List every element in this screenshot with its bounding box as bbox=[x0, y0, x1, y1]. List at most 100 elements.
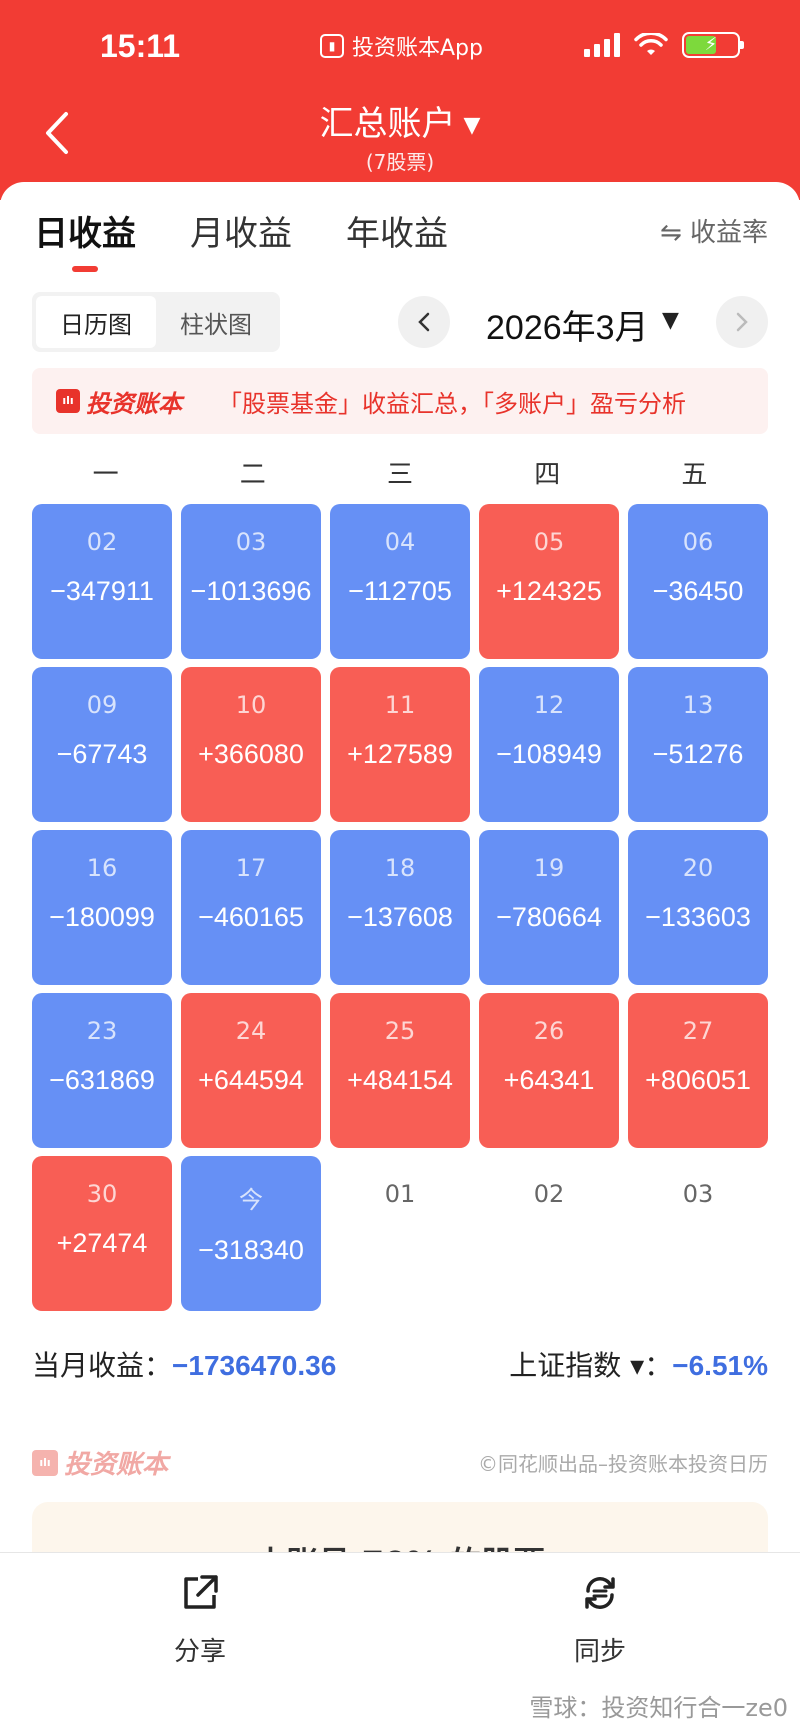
calendar-day-empty: 01 bbox=[330, 1156, 470, 1311]
day-date: 27 bbox=[682, 1017, 714, 1045]
day-profit-value: −108949 bbox=[496, 739, 602, 769]
day-date: 04 bbox=[384, 528, 416, 556]
day-date: 26 bbox=[533, 1017, 565, 1045]
app-header: 15:11 ▮ 投资账本App ⚡ 汇总账户 ▼ (7股票) bbox=[0, 0, 800, 200]
sync-icon bbox=[585, 1577, 615, 1609]
calendar-day-cell[interactable]: 02 −347911 bbox=[32, 504, 172, 659]
wifi-icon bbox=[634, 33, 668, 55]
calendar-day-cell[interactable]: 17 −460165 bbox=[181, 830, 321, 985]
day-profit-value: +366080 bbox=[198, 739, 304, 769]
day-profit-value: +27474 bbox=[56, 1228, 148, 1258]
month-profit-value: −1736470.36 bbox=[172, 1350, 337, 1381]
account-subtitle: (7股票) bbox=[365, 150, 435, 174]
calendar-day-cell[interactable]: 03 −1013696 bbox=[181, 504, 321, 659]
month-label[interactable]: 2026年3月 bbox=[486, 309, 649, 347]
calendar-day-cell[interactable]: 04 −112705 bbox=[330, 504, 470, 659]
calendar-day-cell[interactable]: 今 −318340 bbox=[181, 1156, 321, 1311]
status-app-indicator: ▮ 投资账本App bbox=[320, 30, 483, 62]
caret-down-icon[interactable]: ▼ bbox=[662, 308, 679, 333]
battery-icon: ⚡ bbox=[682, 32, 744, 58]
index-selector[interactable]: 上证指数 ▾： bbox=[509, 1349, 673, 1382]
status-time: 15:11 bbox=[100, 28, 181, 64]
calendar-day-cell[interactable]: 26 +64341 bbox=[479, 993, 619, 1148]
sync-label: 同步 bbox=[573, 1637, 626, 1667]
weekday-label: 四 bbox=[534, 460, 561, 490]
tab-monthly[interactable]: 月收益 bbox=[190, 214, 292, 254]
chevron-right-icon bbox=[736, 312, 748, 332]
day-profit-value: +64341 bbox=[503, 1065, 595, 1095]
day-date: 今 bbox=[239, 1186, 263, 1214]
day-date: 23 bbox=[86, 1017, 118, 1045]
calendar-day-cell[interactable]: 10 +366080 bbox=[181, 667, 321, 822]
account-selector[interactable]: 汇总账户 ▼ bbox=[0, 96, 800, 145]
promo-banner[interactable]: ılı 投资账本 「股票基金」收益汇总，「多账户」盈亏分析 bbox=[32, 368, 768, 434]
share-label: 分享 bbox=[173, 1637, 226, 1667]
month-summary: 当月收益：−1736470.36 上证指数 ▾：−6.51% bbox=[32, 1344, 768, 1384]
calendar-day-cell[interactable]: 13 −51276 bbox=[628, 667, 768, 822]
share-icon bbox=[184, 1575, 218, 1609]
signal-icon bbox=[584, 33, 620, 57]
calendar-day-cell[interactable]: 09 −67743 bbox=[32, 667, 172, 822]
day-profit-value: −133603 bbox=[645, 902, 751, 932]
day-profit-value: −460165 bbox=[198, 902, 304, 932]
footer-brand-text: 投资账本 bbox=[64, 1450, 169, 1480]
day-date: 20 bbox=[682, 854, 714, 882]
weekday-label: 三 bbox=[387, 460, 414, 490]
footer-credit: ©同花顺出品–投资账本投资日历 bbox=[478, 1452, 768, 1476]
day-date: 12 bbox=[533, 691, 565, 719]
day-profit-value: +124325 bbox=[496, 576, 602, 606]
rate-toggle-button[interactable]: ⇋ 收益率 bbox=[659, 218, 768, 248]
day-date: 17 bbox=[235, 854, 267, 882]
main-card: 日收益 月收益 年收益 ⇋ 收益率 日历图 柱状图 2026年3月 ▼ ılı … bbox=[0, 182, 800, 1562]
calendar-day-cell[interactable]: 27 +806051 bbox=[628, 993, 768, 1148]
day-date: 18 bbox=[384, 854, 416, 882]
prev-month-button[interactable] bbox=[398, 296, 450, 348]
day-profit-value: +127589 bbox=[347, 739, 453, 769]
view-bar-option[interactable]: 柱状图 bbox=[180, 310, 252, 339]
day-profit-value: −137608 bbox=[347, 902, 453, 932]
calendar-day-cell[interactable]: 11 +127589 bbox=[330, 667, 470, 822]
day-profit-value: +484154 bbox=[347, 1065, 453, 1095]
month-profit-label: 当月收益： bbox=[32, 1349, 173, 1382]
calendar-day-cell[interactable]: 30 +27474 bbox=[32, 1156, 172, 1311]
status-app-name: 投资账本App bbox=[352, 36, 483, 61]
day-date: 16 bbox=[86, 854, 118, 882]
day-date: 19 bbox=[533, 854, 565, 882]
view-calendar-option[interactable]: 日历图 bbox=[36, 296, 156, 348]
back-button[interactable] bbox=[38, 108, 78, 158]
calendar-day-cell[interactable]: 19 −780664 bbox=[479, 830, 619, 985]
calendar-day-cell[interactable]: 25 +484154 bbox=[330, 993, 470, 1148]
calendar-day-cell[interactable]: 24 +644594 bbox=[181, 993, 321, 1148]
index-change-value: −6.51% bbox=[672, 1350, 768, 1381]
watermark: 雪球：投资知行合一ze0 bbox=[529, 1694, 788, 1722]
calendar-day-cell[interactable]: 20 −133603 bbox=[628, 830, 768, 985]
day-date: 09 bbox=[86, 691, 118, 719]
day-date: 05 bbox=[533, 528, 565, 556]
sync-button[interactable]: 同步 bbox=[520, 1573, 680, 1668]
day-date: 03 bbox=[235, 528, 267, 556]
app-logo-icon: ▮ bbox=[320, 34, 344, 58]
calendar-day-cell[interactable]: 16 −180099 bbox=[32, 830, 172, 985]
day-date: 02 bbox=[86, 528, 118, 556]
calendar-day-empty: 03 bbox=[628, 1156, 768, 1311]
brand-logo-icon: ılı bbox=[32, 1449, 58, 1476]
day-date: 03 bbox=[682, 1180, 714, 1208]
day-profit-value: −631869 bbox=[49, 1065, 155, 1095]
day-profit-value: −67743 bbox=[56, 739, 148, 769]
calendar-day-cell[interactable]: 05 +124325 bbox=[479, 504, 619, 659]
day-date: 01 bbox=[384, 1180, 416, 1208]
next-month-button[interactable] bbox=[716, 296, 768, 348]
calendar-day-cell[interactable]: 12 −108949 bbox=[479, 667, 619, 822]
chevron-left-icon bbox=[418, 312, 430, 332]
day-date: 11 bbox=[384, 691, 416, 719]
calendar-day-cell[interactable]: 06 −36450 bbox=[628, 504, 768, 659]
day-profit-value: −780664 bbox=[496, 902, 602, 932]
share-button[interactable]: 分享 bbox=[120, 1573, 280, 1668]
tab-daily[interactable]: 日收益 bbox=[34, 206, 136, 272]
calendar-day-cell[interactable]: 23 −631869 bbox=[32, 993, 172, 1148]
status-icons: ⚡ bbox=[584, 32, 744, 58]
calendar-day-cell[interactable]: 18 −137608 bbox=[330, 830, 470, 985]
tab-yearly[interactable]: 年收益 bbox=[346, 214, 448, 254]
day-profit-value: −112705 bbox=[348, 576, 452, 606]
day-profit-value: +644594 bbox=[198, 1065, 304, 1095]
